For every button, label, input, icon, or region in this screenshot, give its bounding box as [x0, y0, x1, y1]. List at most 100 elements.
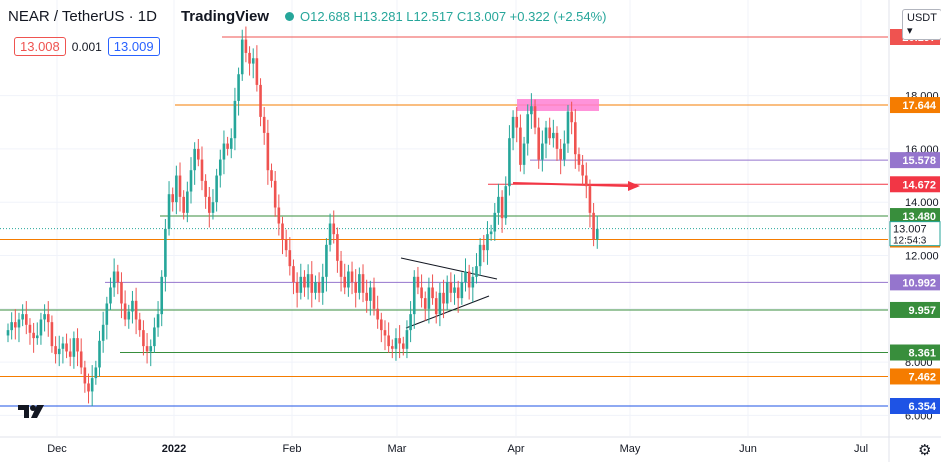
- candle-body: [299, 276, 303, 293]
- candle-body: [453, 287, 456, 293]
- level-label-bg: [890, 97, 940, 114]
- candle-body: [14, 322, 17, 328]
- candle-body: [376, 308, 379, 320]
- candle-body: [563, 143, 566, 160]
- candle-body: [537, 127, 540, 160]
- candle-body: [6, 330, 10, 336]
- x-tick-label: Jul: [854, 443, 868, 455]
- candle-body: [54, 346, 57, 355]
- candle-body: [167, 194, 171, 229]
- candle-body: [559, 148, 562, 160]
- chart-grid: [0, 0, 888, 436]
- candle-body: [211, 202, 215, 213]
- level-label-bg: [890, 368, 940, 385]
- candle-body: [566, 111, 570, 144]
- candle-body: [515, 116, 519, 128]
- candle-body: [98, 340, 101, 368]
- symbol-title[interactable]: NEAR / TetherUS · 1D: [8, 8, 157, 25]
- candle-body: [409, 314, 412, 331]
- sell-button[interactable]: 13.008: [14, 37, 66, 56]
- y-tick-label: 12.000: [905, 250, 939, 262]
- candle-body: [555, 132, 559, 149]
- level-label: 17.644: [902, 100, 937, 112]
- candle-body: [171, 194, 174, 203]
- ohlc-readout: O12.688 H13.281 L12.517 C13.007 +0.322 (…: [300, 9, 607, 24]
- candle-body: [142, 330, 145, 347]
- candle-body: [138, 319, 142, 331]
- candle-body: [486, 234, 489, 251]
- candle-body: [277, 207, 281, 224]
- level-label: 9.957: [908, 305, 936, 317]
- candle-body: [105, 303, 109, 325]
- level-label-bg: [890, 208, 940, 225]
- candle-body: [394, 338, 398, 349]
- candle-body: [116, 271, 120, 283]
- level-label-bg: [890, 344, 940, 361]
- candle-body: [328, 223, 332, 245]
- currency-button[interactable]: USDT ▾: [902, 9, 941, 40]
- level-label: 8.361: [908, 348, 936, 360]
- candle-body: [134, 300, 138, 320]
- candle-body: [577, 154, 581, 165]
- level-label-bg: [890, 398, 940, 414]
- candle-body: [123, 303, 127, 320]
- candle-body: [222, 143, 226, 160]
- candle-body: [120, 282, 123, 304]
- level-label-bg: [890, 152, 940, 169]
- candle-body: [72, 338, 76, 357]
- candle-body: [28, 324, 32, 333]
- candle-body: [164, 228, 167, 277]
- level-label-bg: [890, 301, 940, 318]
- candle-body: [464, 271, 467, 283]
- candle-body: [35, 335, 39, 339]
- candle-body: [522, 143, 526, 165]
- gear-icon[interactable]: ⚙: [918, 442, 932, 459]
- candle-body: [46, 314, 50, 323]
- candle-body: [186, 191, 189, 213]
- candle-body: [343, 276, 347, 288]
- candle-body: [218, 159, 222, 176]
- tradingview-logo-icon: [18, 405, 44, 418]
- candle-body: [270, 170, 273, 181]
- candle-body: [21, 314, 24, 320]
- candle-body: [365, 292, 368, 301]
- candle-body: [339, 260, 343, 277]
- candle-body: [251, 58, 255, 64]
- candle-body: [303, 276, 306, 288]
- candle-body: [317, 282, 321, 293]
- candle-body: [456, 287, 460, 299]
- candle-body: [336, 234, 339, 261]
- candle-body: [398, 338, 401, 344]
- candle-body: [244, 39, 248, 53]
- candle-body: [504, 186, 508, 219]
- candle-body: [325, 244, 328, 277]
- candle-body: [391, 346, 394, 349]
- candle-body: [259, 84, 262, 117]
- currency-label: USDT: [907, 12, 937, 24]
- candle-body: [295, 282, 299, 293]
- candle-body: [273, 180, 277, 208]
- candle-body: [347, 271, 350, 288]
- candle-body: [127, 311, 131, 320]
- candle-body: [226, 143, 229, 149]
- resistance-zone: [517, 99, 599, 111]
- candle-body: [369, 287, 372, 301]
- candle-body: [182, 196, 185, 213]
- horizontal-levels: [0, 36, 888, 407]
- quote-panel: 13.008 0.001 13.009: [14, 37, 160, 56]
- candle-body: [262, 116, 266, 133]
- candle-body: [387, 335, 390, 347]
- level-label: 7.462: [908, 371, 936, 383]
- candle-body: [17, 319, 21, 328]
- chart-header: NEAR / TetherUS · 1D TradingView O12.688…: [8, 8, 607, 25]
- candle-body: [497, 196, 500, 213]
- candle-body: [475, 266, 478, 277]
- candle-body: [416, 276, 420, 288]
- candle-body: [574, 122, 577, 155]
- buy-button[interactable]: 13.009: [107, 37, 160, 56]
- price-axis: 6.0008.00010.00012.00014.00016.00018.000…: [888, 0, 941, 462]
- candle-body: [530, 106, 533, 115]
- candle-body: [175, 175, 178, 203]
- candle-body: [445, 282, 449, 304]
